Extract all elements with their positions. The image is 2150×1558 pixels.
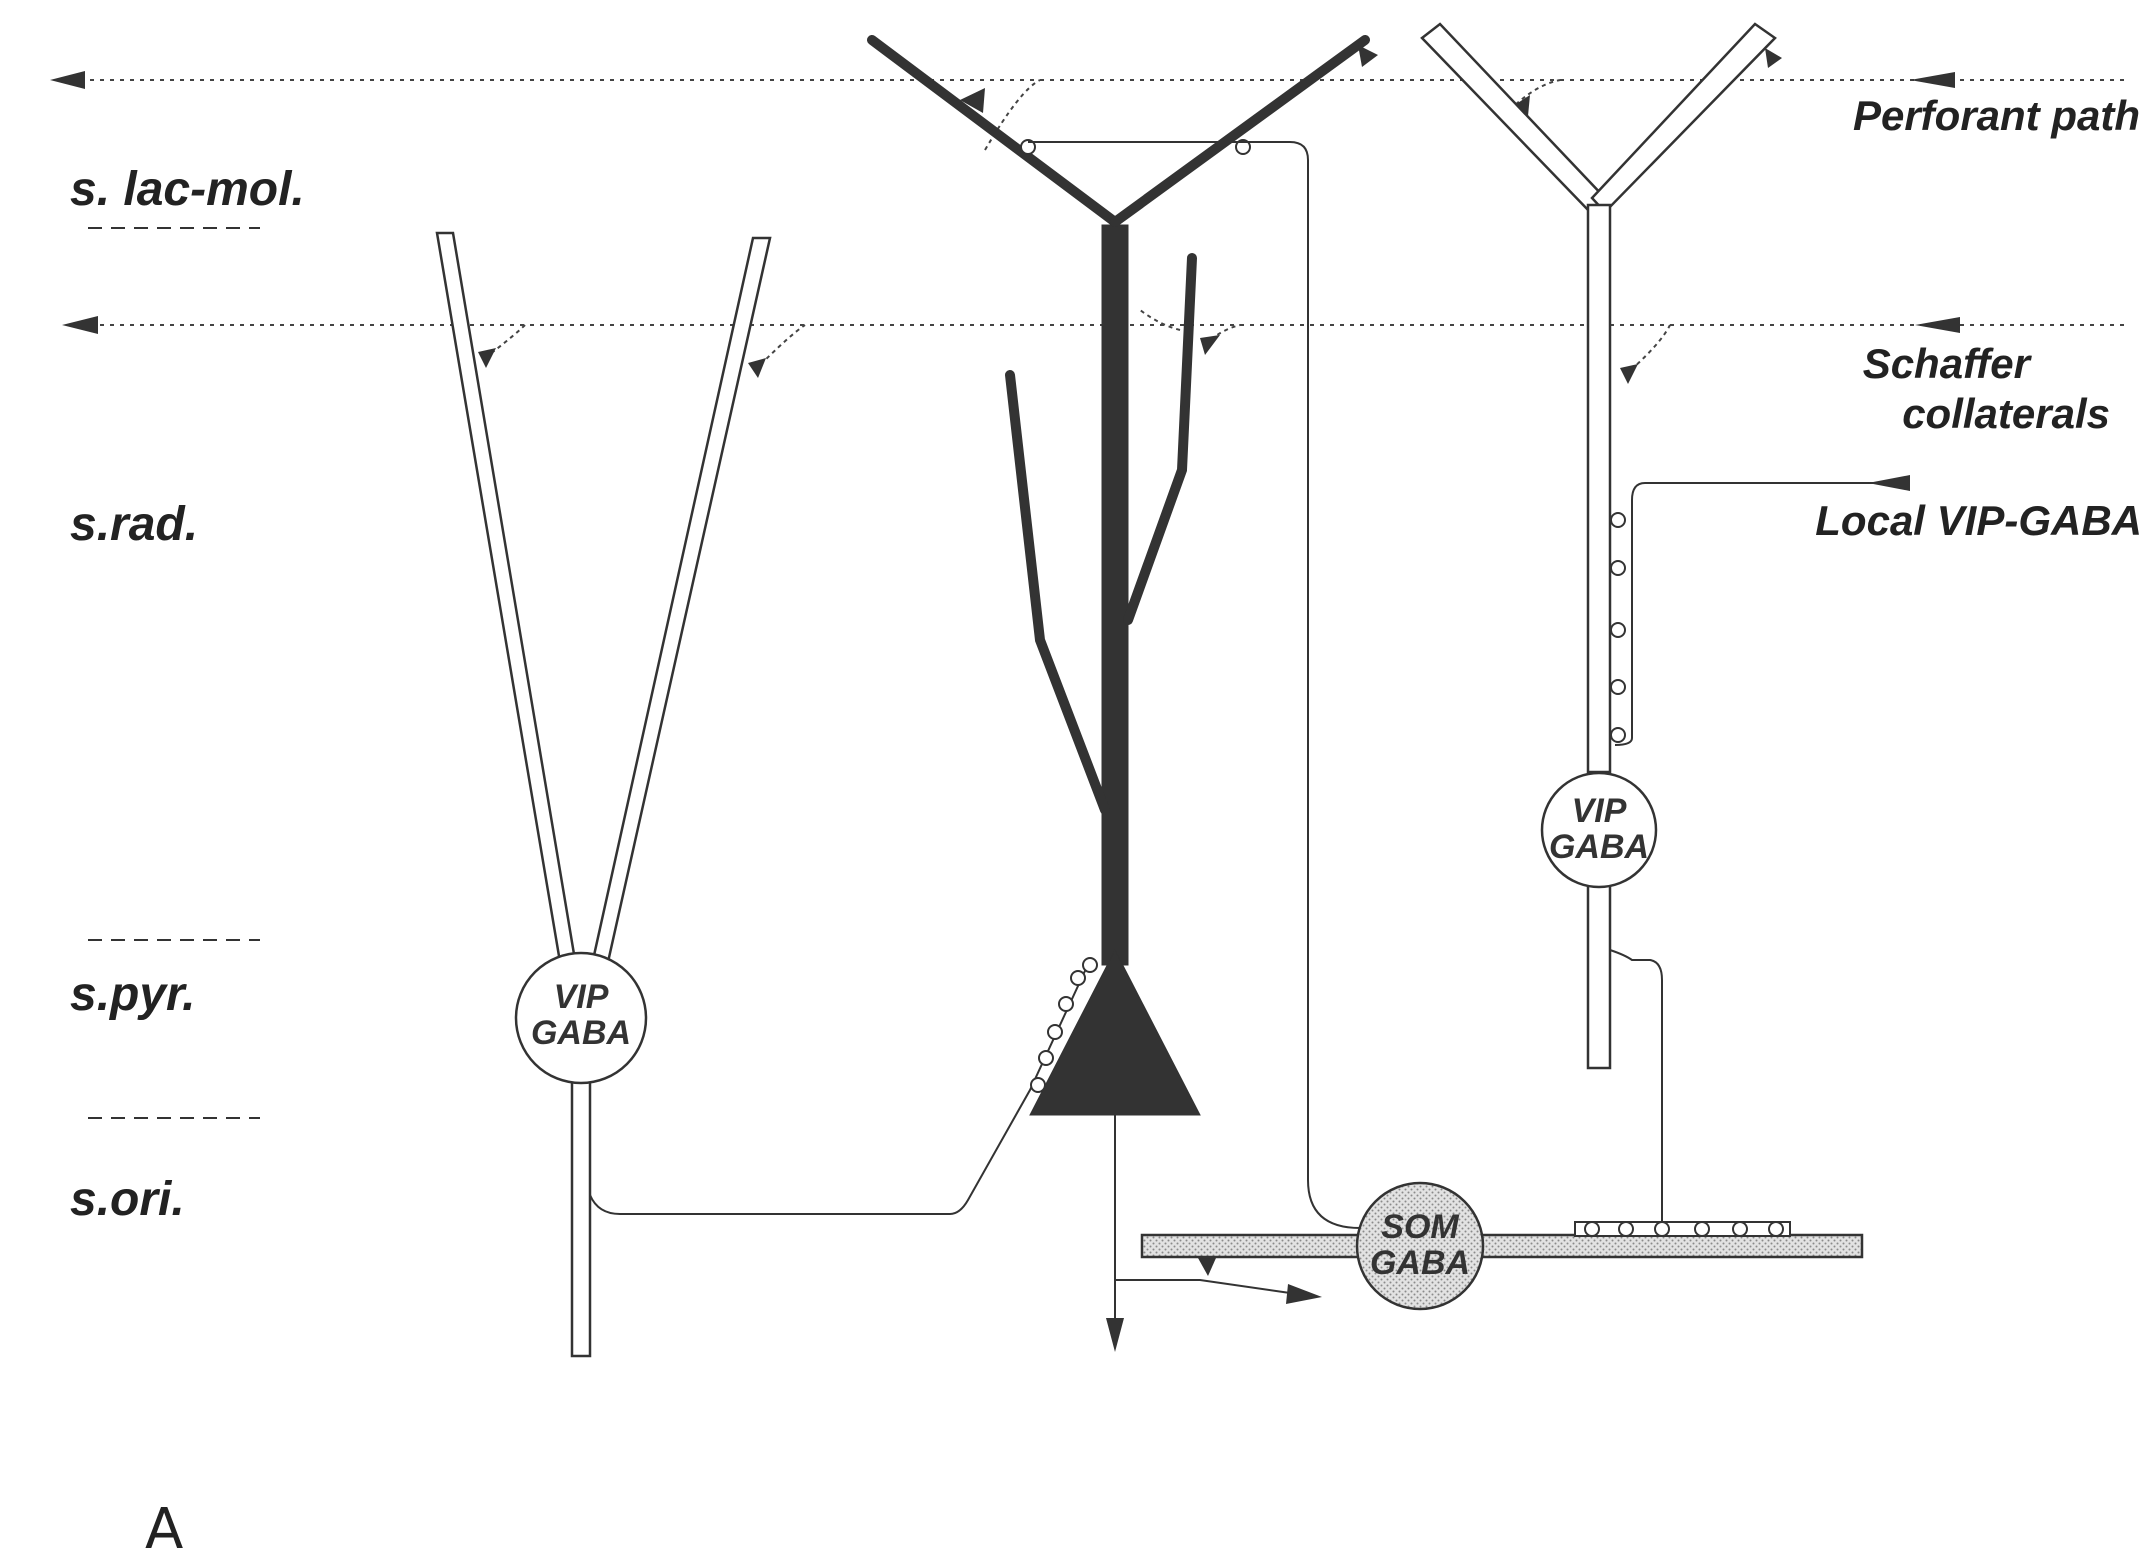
synapse-icon (1620, 364, 1638, 384)
left-vip-axon-process (570, 1078, 592, 1358)
pyramidal-tuft-left (867, 35, 1120, 227)
som-horizontal-dendrite (1140, 1233, 1864, 1259)
som-axon (1028, 141, 1361, 1229)
right-vip-soma (1540, 771, 1658, 889)
synapse-icon (960, 88, 985, 113)
som-interneuron (1140, 1181, 1864, 1311)
synapse-icon (1358, 45, 1378, 67)
right-vip-interneuron (1420, 22, 1777, 1070)
perforant-path-fiber (50, 71, 2130, 151)
schaffer-collaterals-fiber (62, 309, 2130, 384)
tuft-synapses (1020, 139, 1251, 155)
left-vip-axon (589, 959, 1091, 1215)
local-vip-synapses (1610, 512, 1626, 743)
pyramidal-cell (867, 35, 1370, 1116)
pyramidal-oblique-left (1005, 370, 1110, 815)
left-vip-interneuron (435, 231, 772, 1358)
synapse-icon (1200, 335, 1220, 355)
layer-label-ori: s.ori. (70, 1173, 185, 1226)
right-vip-upper-process (1586, 203, 1612, 774)
layer-label-lac-mol: s. lac-mol. (70, 163, 305, 216)
synapse-icon (748, 358, 766, 378)
left-vip-label-line2: GABA (531, 1014, 631, 1052)
right-vip-label-line2: GABA (1549, 828, 1649, 866)
layer-label-rad: s.rad. (70, 498, 198, 551)
pyramidal-oblique-right (1123, 253, 1197, 625)
som-contact-zone (1574, 1221, 1791, 1237)
schaffer-label-line2: collaterals (1902, 390, 2110, 437)
left-vip-dendrite-right (591, 236, 772, 964)
local-vip-gaba-label: Local VIP-GABA (1815, 497, 2142, 544)
basket-synapses (1030, 957, 1098, 1093)
synapse-icon (478, 348, 496, 368)
left-vip-soma (514, 951, 648, 1085)
synapse-icon (1765, 48, 1782, 68)
schaffer-label-line1: Schaffer (1863, 340, 2033, 387)
left-vip-label-line1: VIP (554, 978, 609, 1016)
right-vip-dendrite-left (1420, 22, 1607, 214)
perforant-path-label: Perforant path (1853, 92, 2140, 139)
synapse-icon (1198, 1258, 1216, 1276)
som-label-line1: SOM (1381, 1208, 1459, 1246)
arrowhead-input-icon (1868, 475, 1910, 491)
right-vip-label-line1: VIP (1572, 792, 1627, 830)
layer-label-pyr: s.pyr. (70, 968, 195, 1021)
arrowhead-input-icon (1910, 72, 1955, 88)
right-vip-lower-process (1586, 883, 1612, 1070)
arrowhead-left-icon (50, 71, 85, 89)
synapse-icon (1510, 95, 1530, 116)
pyramidal-axon (1114, 1115, 1291, 1320)
panel-label: A (145, 1497, 183, 1558)
local-vip-gaba-fiber (1614, 482, 1910, 746)
arrowhead-left-icon (62, 316, 98, 334)
som-label-line2: GABA (1370, 1244, 1470, 1282)
right-vip-axon (1609, 949, 1663, 1222)
axon-arrow-down-icon (1106, 1318, 1124, 1352)
pyramidal-apical-trunk (1101, 224, 1129, 966)
pyramidal-tuft-right (1110, 35, 1370, 227)
right-vip-dendrite-right (1590, 22, 1777, 214)
som-soma (1355, 1181, 1485, 1311)
layer-boundaries (88, 227, 260, 1119)
axon-arrow-right-icon (1286, 1284, 1322, 1304)
som-contact-synapses (1584, 1221, 1784, 1237)
arrowhead-input-icon (1915, 317, 1960, 333)
